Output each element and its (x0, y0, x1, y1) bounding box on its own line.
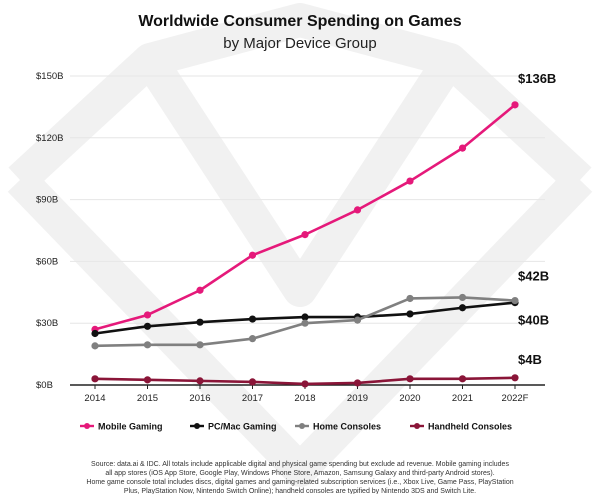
data-point (91, 375, 99, 383)
data-point (143, 322, 152, 330)
data-point (196, 286, 204, 294)
source-line: Source: data.ai & IDC. All totals includ… (91, 461, 509, 468)
end-label-pc-mac-gaming: $40B (518, 313, 549, 328)
watermark-logo (7, 3, 593, 487)
data-point (196, 341, 204, 349)
data-point (511, 296, 519, 305)
data-point (511, 374, 519, 382)
data-point (406, 375, 414, 383)
data-point (248, 378, 257, 386)
data-point (353, 206, 362, 214)
data-point (248, 251, 257, 259)
legend-item-handheld-consoles: Handheld Consoles (410, 422, 512, 432)
data-point (353, 379, 362, 387)
data-point (301, 313, 309, 321)
data-point (353, 316, 362, 324)
data-point (91, 329, 99, 338)
chart-title: Worldwide Consumer Spending on Games (138, 13, 461, 30)
data-point (458, 293, 467, 302)
data-point (143, 341, 152, 349)
data-point (196, 318, 204, 326)
end-label-handheld-consoles: $4B (518, 352, 542, 367)
x-tick-label: 2021 (452, 393, 473, 404)
data-point (301, 380, 309, 388)
legend-swatch-dot (84, 423, 90, 429)
end-labels: $136B $40B $42B $4B (518, 71, 556, 367)
series-mobile-gaming (91, 101, 519, 333)
y-tick-label: $120B (36, 133, 63, 144)
data-point (143, 311, 152, 319)
end-label-home-consoles: $42B (518, 269, 549, 284)
x-tick-label: 2022F (502, 393, 529, 404)
x-tick-label: 2015 (137, 393, 158, 404)
watermark-stroke-inner (135, 50, 465, 307)
end-label-mobile-gaming: $136B (518, 71, 556, 86)
data-point (143, 376, 152, 384)
data-point (406, 310, 414, 318)
source-line: Home game console total includes discs, … (86, 479, 513, 486)
legend-item-home-consoles: Home Consoles (295, 422, 381, 432)
x-tick-label: 2020 (399, 393, 420, 404)
y-tick-label: $150B (36, 71, 63, 82)
data-point (91, 342, 99, 350)
legend-label: Home Consoles (313, 422, 381, 432)
legend-item-mobile-gaming: Mobile Gaming (80, 422, 163, 432)
legend-swatch-dot (299, 423, 305, 429)
data-point (248, 335, 257, 343)
y-tick-label: $60B (36, 256, 58, 267)
legend-label: PC/Mac Gaming (208, 422, 277, 432)
x-tick-label: 2016 (189, 393, 210, 404)
series-handheld-consoles (91, 374, 519, 388)
source-line: Plus, PlayStation Now, Nintendo Switch O… (124, 488, 476, 494)
data-point (248, 315, 257, 323)
data-point (301, 231, 309, 239)
source-note: Source: data.ai & IDC. All totals includ… (86, 461, 513, 494)
data-point (458, 304, 467, 312)
x-axis-ticks: 2014 2015 2016 2017 2018 2019 2020 2021 2022F (84, 385, 529, 404)
series-home-consoles (91, 293, 519, 350)
legend-swatch-dot (414, 423, 420, 429)
data-point (511, 101, 519, 109)
legend-swatch-dot (194, 423, 200, 429)
y-tick-label: $90B (36, 195, 58, 206)
y-axis-ticks: $0B $30B $60B $90B $120B $150B (36, 71, 63, 391)
x-tick-label: 2014 (84, 393, 105, 404)
legend-item-pc-mac-gaming: PC/Mac Gaming (190, 422, 277, 432)
data-point (458, 144, 467, 152)
data-point (196, 377, 204, 385)
y-tick-label: $0B (36, 380, 53, 391)
data-point (406, 294, 414, 303)
source-line: all app stores (iOS App Store, Google Pl… (105, 470, 494, 477)
watermark-stroke-v (7, 168, 593, 487)
x-tick-label: 2019 (347, 393, 368, 404)
x-tick-label: 2017 (242, 393, 263, 404)
legend: Mobile Gaming PC/Mac Gaming Home Consoles H… (80, 422, 512, 432)
data-point (406, 177, 414, 185)
x-tick-label: 2018 (294, 393, 315, 404)
data-point (301, 319, 309, 327)
series-group (91, 101, 519, 388)
legend-label: Mobile Gaming (98, 422, 163, 432)
legend-label: Handheld Consoles (428, 422, 512, 432)
chart-subtitle: by Major Device Group (223, 35, 376, 52)
watermark-stroke-left (8, 3, 592, 193)
y-tick-label: $30B (36, 318, 58, 329)
data-point (458, 375, 467, 383)
